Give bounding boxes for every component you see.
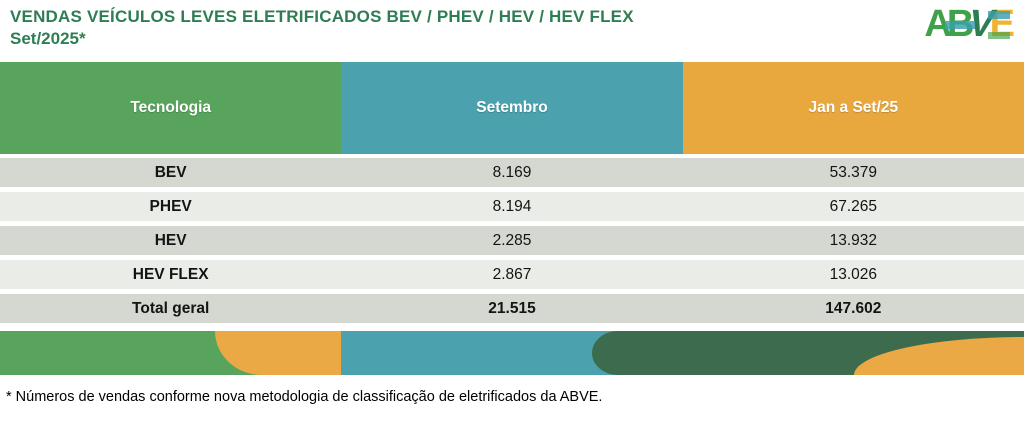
col-header-setembro: Setembro [341,62,683,154]
sales-table: Tecnologia Setembro Jan a Set/25 BEV 8.1… [0,62,1024,323]
table-header-row: Tecnologia Setembro Jan a Set/25 [0,62,1024,154]
cell-jan-a-set: 147.602 [825,299,882,317]
cell-jan-a-set: 67.265 [829,197,878,215]
bottom-decoration-strip [0,331,1024,375]
cell-tecnologia: HEV [154,231,187,249]
cell-jan-a-set: 13.026 [829,265,878,283]
cell-setembro: 2.867 [492,265,532,283]
table-row-total: Total geral 21.515 147.602 [0,294,1024,323]
col-header-jan-a-set: Jan a Set/25 [682,62,1024,154]
logo-green-accent [988,32,1010,39]
table-row-phev: PHEV 8.194 67.265 [0,192,1024,221]
logo-letter-a: A [924,3,952,45]
cell-tecnologia: HEV FLEX [132,265,209,283]
title-line-1: VENDAS VEÍCULOS LEVES ELETRIFICADOS BEV … [10,7,634,26]
logo-teal-accent [988,11,1010,19]
page-title: VENDAS VEÍCULOS LEVES ELETRIFICADOS BEV … [10,6,634,50]
table-row-bev: BEV 8.169 53.379 [0,158,1024,187]
cell-jan-a-set: 13.932 [829,231,878,249]
cell-setembro: 8.194 [492,197,532,215]
title-line-2: Set/2025* [10,29,86,48]
table-row-hev: HEV 2.285 13.932 [0,226,1024,255]
logo-teal-accent [945,21,976,29]
cell-tecnologia: PHEV [149,197,192,215]
cell-tecnologia: BEV [154,163,187,181]
deco-orange-curve-left [215,331,342,375]
footnote: * Números de vendas conforme nova metodo… [6,389,603,405]
abve-logo: ABVE [924,2,1015,46]
cell-jan-a-set: 53.379 [829,163,878,181]
cell-tecnologia: Total geral [132,299,210,317]
cell-setembro: 2.285 [492,231,532,249]
cell-setembro: 8.169 [492,163,532,181]
col-header-tecnologia: Tecnologia [0,62,342,154]
table-row-hev-flex: HEV FLEX 2.867 13.026 [0,260,1024,289]
cell-setembro: 21.515 [488,299,536,317]
